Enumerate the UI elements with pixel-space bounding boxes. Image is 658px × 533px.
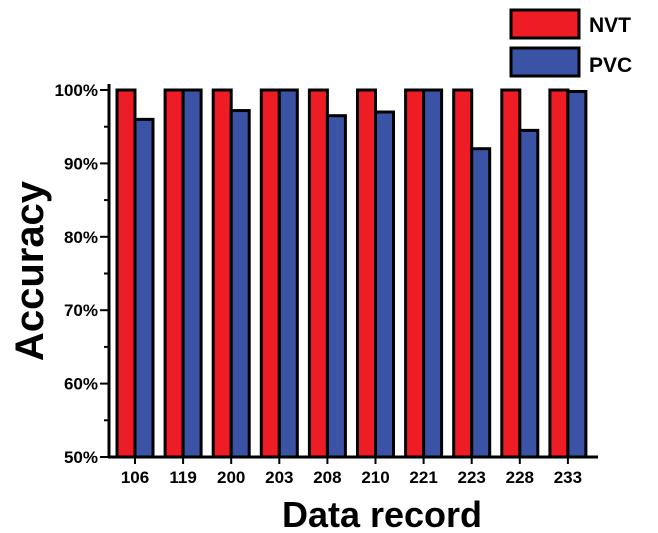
x-tick-label: 223 <box>458 468 486 487</box>
bar-pvc-208 <box>325 114 347 459</box>
x-tick-label: 119 <box>169 468 196 487</box>
y-tick-label: 70% <box>64 301 98 320</box>
legend-swatch-nvt <box>509 8 581 40</box>
bar-nvt-228 <box>500 88 522 459</box>
bars-group <box>115 88 588 459</box>
y-tick-label: 60% <box>64 375 98 394</box>
y-axis-title: Accuracy <box>8 180 52 361</box>
y-tick-label: 50% <box>64 448 98 467</box>
bar-pvc-203 <box>277 88 299 459</box>
y-ticks-group: 50% 60% 70% 80% 90% 100% <box>55 81 109 467</box>
bar-pvc-106 <box>133 117 155 459</box>
x-tick-label: 221 <box>409 468 437 487</box>
bar-pvc-233 <box>566 89 588 459</box>
bar-pvc-228 <box>518 128 540 459</box>
x-tick-label: 106 <box>121 468 149 487</box>
bar-nvt-203 <box>259 88 281 459</box>
x-tick-label: 210 <box>361 468 389 487</box>
bar-nvt-200 <box>211 88 233 459</box>
x-axis-title: Data record <box>282 494 482 533</box>
x-tick-label: 208 <box>313 468 341 487</box>
x-tick-label: 203 <box>265 468 293 487</box>
legend-label-nvt: NVT <box>589 14 631 37</box>
bar-nvt-119 <box>163 88 185 459</box>
bar-nvt-221 <box>404 88 426 459</box>
bar-nvt-223 <box>452 88 474 459</box>
bar-nvt-208 <box>307 88 329 459</box>
legend-swatch-pvc <box>509 46 581 78</box>
x-tick-label: 233 <box>554 468 582 487</box>
x-tick-label: 228 <box>506 468 534 487</box>
legend: NVT PVC <box>509 8 632 78</box>
bar-nvt-106 <box>115 88 137 459</box>
bar-pvc-119 <box>181 88 203 459</box>
y-tick-label: 100% <box>55 81 98 100</box>
bar-nvt-210 <box>356 88 377 459</box>
axes-group <box>107 84 598 459</box>
bar-pvc-200 <box>229 109 251 459</box>
y-tick-label: 80% <box>64 228 98 247</box>
legend-label-pvc: PVC <box>589 54 632 77</box>
bar-nvt-233 <box>548 88 570 459</box>
bar-pvc-221 <box>422 88 444 459</box>
bar-pvc-210 <box>374 110 395 459</box>
x-tick-label: 200 <box>217 468 245 487</box>
x-ticks-group: 106 119 200 203 208 210 221 223 228 233 <box>121 457 582 487</box>
bar-pvc-223 <box>470 147 492 459</box>
y-tick-label: 90% <box>64 154 98 173</box>
